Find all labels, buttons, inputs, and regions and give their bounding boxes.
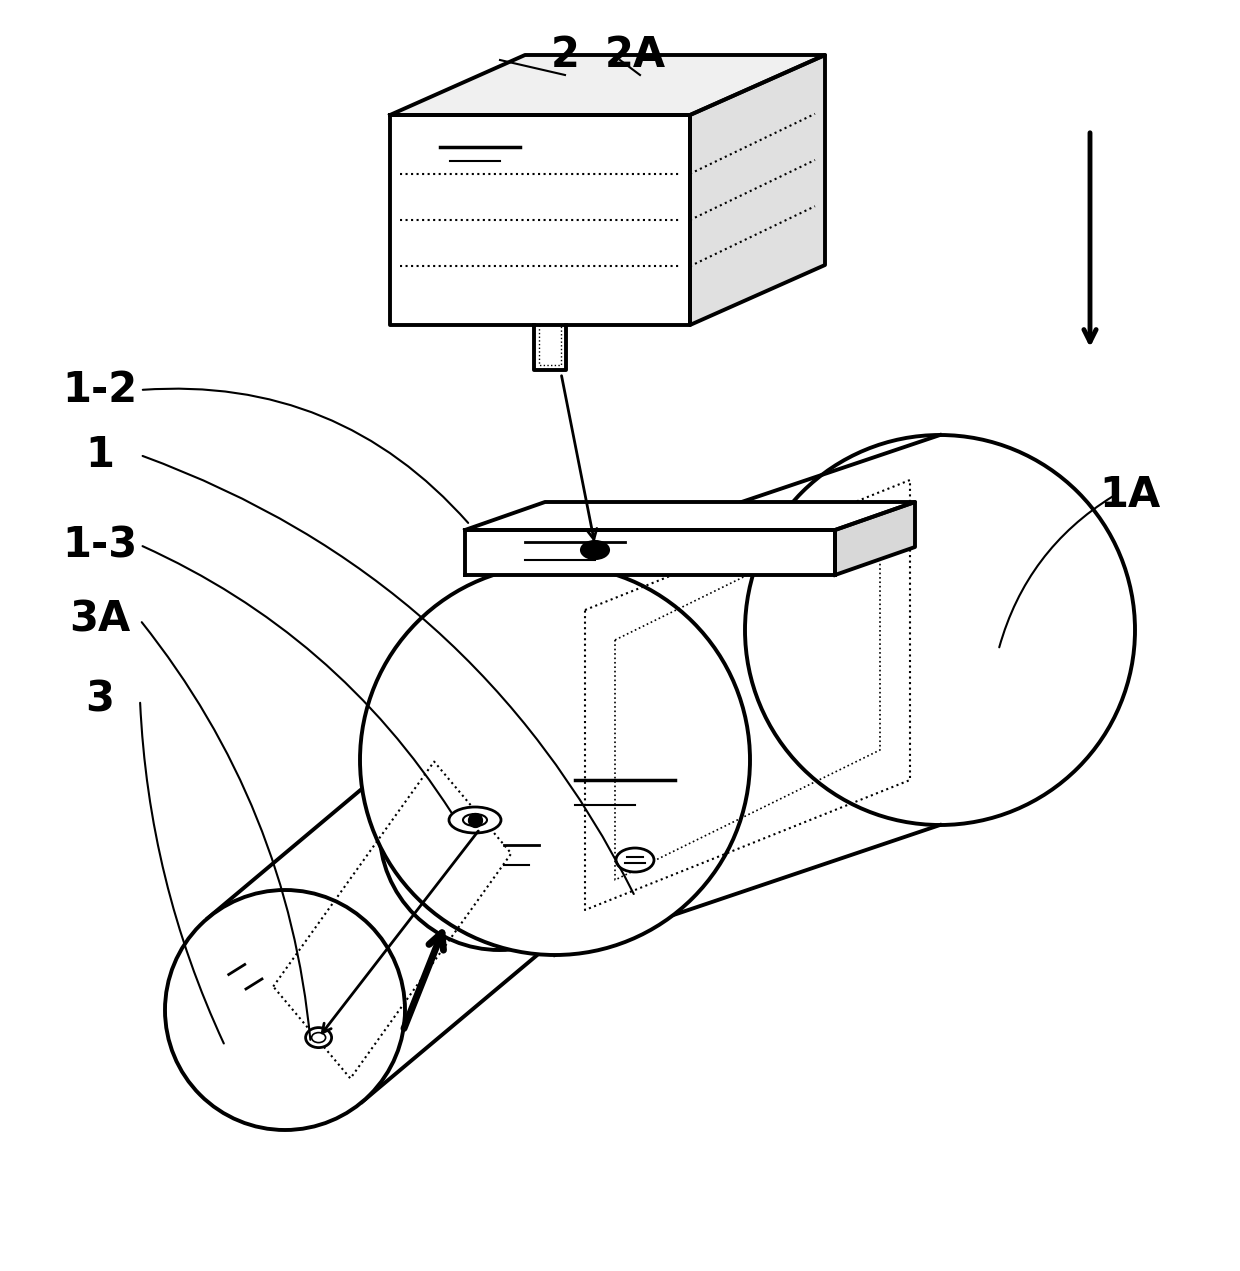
Ellipse shape xyxy=(165,890,405,1130)
Ellipse shape xyxy=(616,848,653,872)
Polygon shape xyxy=(465,502,915,530)
Text: 1-3: 1-3 xyxy=(62,524,138,566)
Polygon shape xyxy=(391,55,825,114)
Text: 1A: 1A xyxy=(1100,474,1161,516)
Ellipse shape xyxy=(360,566,750,955)
Text: 1: 1 xyxy=(86,433,114,477)
Text: 2A: 2A xyxy=(604,34,666,76)
Ellipse shape xyxy=(463,813,487,826)
Text: 3: 3 xyxy=(86,679,114,721)
Polygon shape xyxy=(391,114,689,325)
Ellipse shape xyxy=(745,435,1135,825)
Ellipse shape xyxy=(449,807,501,833)
Polygon shape xyxy=(689,55,825,325)
Text: 2: 2 xyxy=(551,34,579,76)
Ellipse shape xyxy=(582,541,609,559)
Ellipse shape xyxy=(379,710,620,949)
Polygon shape xyxy=(465,530,835,574)
Text: 1-2: 1-2 xyxy=(62,369,138,411)
Polygon shape xyxy=(835,502,915,574)
Ellipse shape xyxy=(311,1032,326,1042)
Ellipse shape xyxy=(305,1028,331,1047)
Text: 3A: 3A xyxy=(69,599,130,641)
